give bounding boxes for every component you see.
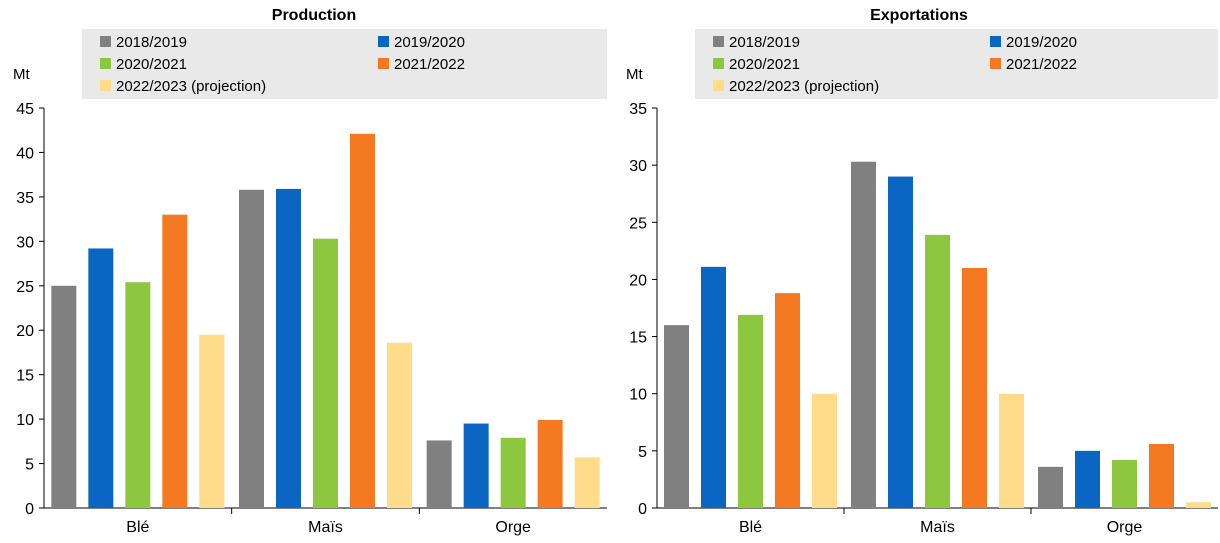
legend-background: [82, 29, 607, 99]
legend-swatch: [100, 80, 111, 91]
bar: [888, 176, 913, 509]
y-tick-label: 35: [629, 101, 647, 118]
bar: [701, 266, 726, 508]
y-tick-label: 5: [25, 457, 34, 474]
legend-label: 2022/2023 (projection): [729, 78, 879, 95]
bar: [962, 268, 987, 508]
chart-title: Production: [272, 7, 356, 24]
y-tick-label: 25: [629, 215, 647, 232]
legend-label: 2020/2021: [729, 56, 800, 73]
y-tick-label: 30: [16, 234, 34, 251]
legend-label: 2019/2020: [1006, 34, 1077, 51]
y-tick-label: 20: [16, 323, 34, 340]
bar: [1112, 460, 1137, 508]
legend-swatch: [713, 80, 724, 91]
legend-background: [695, 29, 1218, 99]
y-axis-unit: Mt: [626, 66, 643, 83]
y-tick-label: 20: [629, 272, 647, 289]
legend-label: 2022/2023 (projection): [116, 78, 266, 95]
y-tick-label: 10: [16, 412, 34, 429]
bar: [426, 440, 452, 508]
legend-label: 2018/2019: [729, 34, 800, 51]
legend-swatch: [100, 36, 111, 47]
legend-label: 2019/2020: [394, 34, 465, 51]
bar: [738, 314, 763, 508]
bar: [1038, 466, 1063, 508]
y-tick-label: 0: [638, 501, 647, 518]
exportations-chart: Exportations 2018/2019 2019/2020 2020/2021 2…: [626, 7, 1218, 536]
y-tick-label: 5: [638, 444, 647, 461]
legend-swatch: [713, 58, 724, 69]
bar: [500, 437, 526, 508]
bar: [463, 423, 489, 508]
bar: [276, 188, 301, 508]
bar: [1075, 450, 1100, 508]
x-category-label: Blé: [739, 519, 762, 536]
bar: [51, 285, 77, 508]
bar: [664, 325, 689, 508]
y-tick-label: 40: [16, 145, 34, 162]
bar: [537, 420, 563, 508]
bar: [1186, 502, 1211, 508]
y-tick-label: 15: [16, 368, 34, 385]
y-tick-label: 35: [16, 190, 34, 207]
bar: [851, 161, 876, 508]
legend-swatch: [100, 58, 111, 69]
y-tick-label: 15: [629, 330, 647, 347]
bar: [313, 238, 338, 508]
bar: [775, 293, 800, 508]
bar: [999, 393, 1024, 508]
chart-title: Exportations: [870, 7, 968, 24]
legend-label: 2020/2021: [116, 56, 187, 73]
y-tick-label: 0: [25, 501, 34, 518]
legend-swatch: [713, 36, 724, 47]
legend-label: 2021/2022: [394, 56, 465, 73]
bar: [88, 248, 114, 508]
y-tick-label: 10: [629, 387, 647, 404]
y-tick-label: 25: [16, 279, 34, 296]
bar: [387, 342, 412, 508]
bar: [1149, 444, 1174, 508]
bar: [239, 189, 264, 508]
legend-swatch: [378, 36, 389, 47]
legend-swatch: [378, 58, 389, 69]
y-axis-unit: Mt: [13, 66, 30, 83]
legend-swatch: [990, 58, 1001, 69]
bar: [574, 457, 600, 508]
bar: [162, 214, 188, 508]
bar: [199, 334, 225, 508]
x-category-label: Orge: [1107, 519, 1143, 536]
bar: [812, 393, 837, 508]
x-category-label: Maïs: [920, 519, 955, 536]
legend-label: 2018/2019: [116, 34, 187, 51]
y-tick-label: 45: [16, 101, 34, 118]
y-tick-label: 30: [629, 158, 647, 175]
bar: [350, 133, 375, 508]
legend-label: 2021/2022: [1006, 56, 1077, 73]
x-category-label: Blé: [126, 519, 149, 536]
legend-swatch: [990, 36, 1001, 47]
bar: [125, 282, 151, 508]
x-category-label: Maïs: [308, 519, 343, 536]
bar: [925, 234, 950, 508]
x-category-label: Orge: [495, 519, 531, 536]
